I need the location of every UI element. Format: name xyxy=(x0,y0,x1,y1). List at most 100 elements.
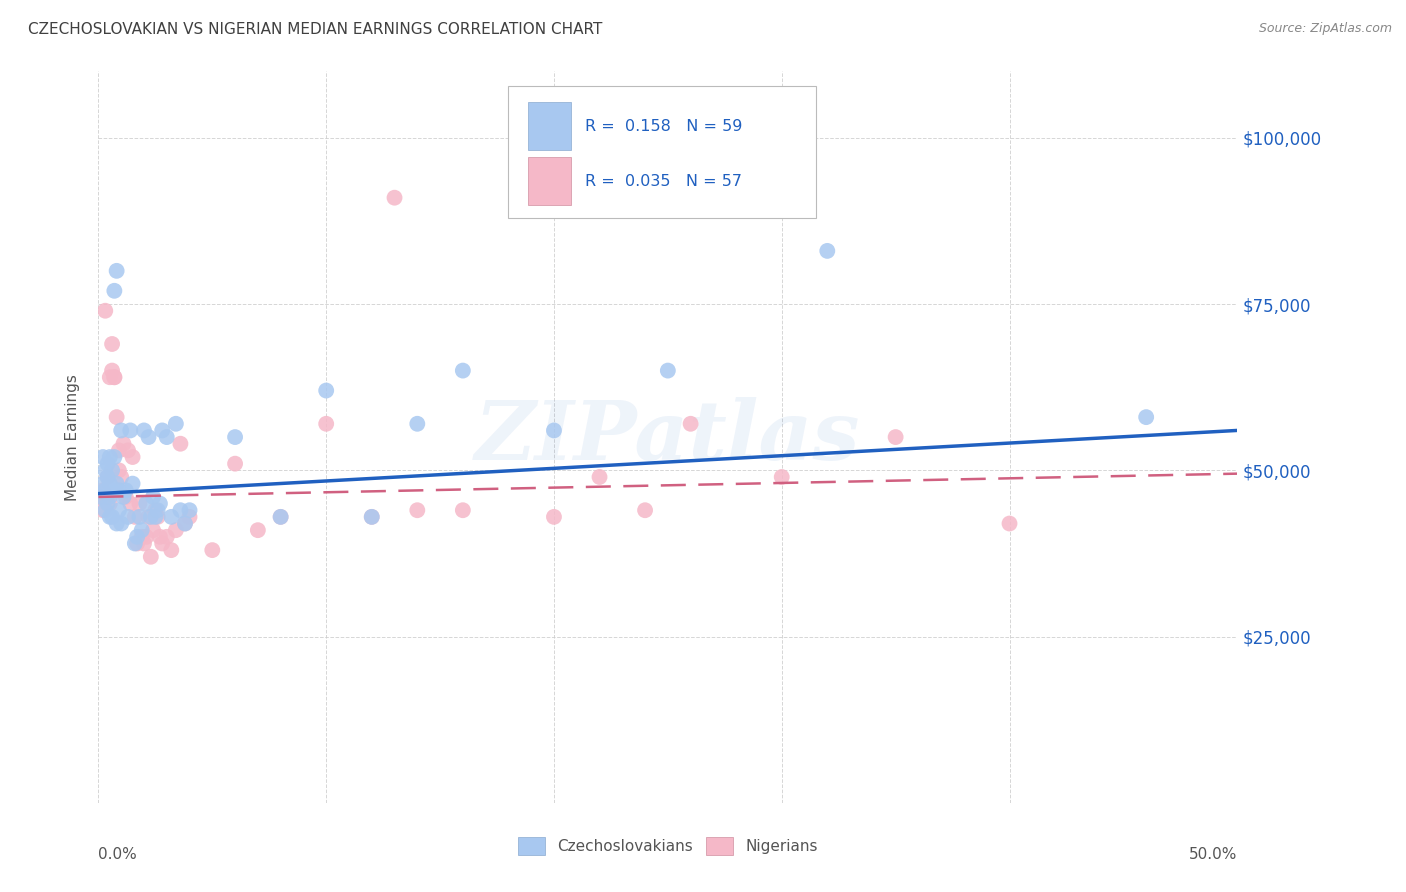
Point xyxy=(224,430,246,444)
Point xyxy=(146,503,169,517)
Point xyxy=(174,516,197,531)
Point xyxy=(96,470,118,484)
Point xyxy=(121,476,143,491)
Point xyxy=(120,424,142,438)
Point xyxy=(139,509,162,524)
Point xyxy=(679,417,702,431)
Point xyxy=(128,509,150,524)
Point xyxy=(179,509,201,524)
Text: Source: ZipAtlas.com: Source: ZipAtlas.com xyxy=(1258,22,1392,36)
Point xyxy=(543,424,565,438)
Point xyxy=(90,490,112,504)
Y-axis label: Median Earnings: Median Earnings xyxy=(65,374,80,500)
Point xyxy=(174,516,197,531)
FancyBboxPatch shape xyxy=(527,157,571,205)
Point xyxy=(94,490,117,504)
Point xyxy=(98,509,121,524)
Point xyxy=(94,303,117,318)
Point xyxy=(124,509,146,524)
Point xyxy=(108,443,131,458)
Point xyxy=(112,490,135,504)
Text: 50.0%: 50.0% xyxy=(1189,847,1237,862)
Point xyxy=(101,509,124,524)
Text: R =  0.158   N = 59: R = 0.158 N = 59 xyxy=(585,119,742,134)
Point xyxy=(657,363,679,377)
Point xyxy=(149,530,172,544)
Point xyxy=(142,523,165,537)
Point xyxy=(105,516,128,531)
Point xyxy=(138,509,160,524)
Point xyxy=(91,483,114,498)
Point xyxy=(90,490,112,504)
Point xyxy=(101,337,124,351)
Point xyxy=(117,443,139,458)
Point xyxy=(103,370,125,384)
Point xyxy=(103,370,125,384)
Point xyxy=(114,483,136,498)
Point xyxy=(160,509,183,524)
Point xyxy=(135,530,157,544)
Point xyxy=(98,476,121,491)
Point xyxy=(96,470,118,484)
Text: ZIPatlas: ZIPatlas xyxy=(475,397,860,477)
Point xyxy=(120,497,142,511)
Text: R =  0.035   N = 57: R = 0.035 N = 57 xyxy=(585,174,742,188)
Point xyxy=(127,530,149,544)
Point xyxy=(98,370,121,384)
Point xyxy=(91,476,114,491)
Point xyxy=(117,509,139,524)
Point xyxy=(132,424,155,438)
Point xyxy=(165,523,187,537)
Point xyxy=(105,410,128,425)
Point xyxy=(169,436,191,450)
Text: CZECHOSLOVAKIAN VS NIGERIAN MEDIAN EARNINGS CORRELATION CHART: CZECHOSLOVAKIAN VS NIGERIAN MEDIAN EARNI… xyxy=(28,22,603,37)
Point xyxy=(588,470,610,484)
Point xyxy=(131,530,153,544)
Point xyxy=(101,363,124,377)
Point xyxy=(201,543,224,558)
Point xyxy=(91,450,114,464)
Point xyxy=(139,549,162,564)
Point xyxy=(98,497,121,511)
Point xyxy=(406,503,429,517)
Point xyxy=(112,436,135,450)
Point xyxy=(179,503,201,517)
Point xyxy=(91,503,114,517)
Point xyxy=(131,523,153,537)
Point xyxy=(270,509,292,524)
Point xyxy=(98,490,121,504)
Legend: Czechoslovakians, Nigerians: Czechoslovakians, Nigerians xyxy=(512,831,824,861)
Point xyxy=(770,470,793,484)
Point xyxy=(96,490,118,504)
Point xyxy=(121,450,143,464)
Point xyxy=(406,417,429,431)
Point xyxy=(101,483,124,498)
Text: 0.0%: 0.0% xyxy=(98,847,138,862)
Point xyxy=(315,384,337,398)
Point xyxy=(94,463,117,477)
Point xyxy=(884,430,907,444)
Point xyxy=(156,430,179,444)
Point xyxy=(160,543,183,558)
Point xyxy=(110,470,132,484)
Point xyxy=(156,530,179,544)
Point xyxy=(108,463,131,477)
Point xyxy=(108,483,131,498)
FancyBboxPatch shape xyxy=(527,103,571,150)
Point xyxy=(135,497,157,511)
Point xyxy=(150,424,173,438)
Point xyxy=(101,463,124,477)
Point xyxy=(145,509,167,524)
Point xyxy=(103,450,125,464)
Point xyxy=(384,191,406,205)
Point xyxy=(103,284,125,298)
Point xyxy=(634,503,657,517)
Point xyxy=(1135,410,1157,425)
Point xyxy=(149,497,172,511)
Point xyxy=(165,417,187,431)
Point xyxy=(451,503,474,517)
Point xyxy=(451,363,474,377)
Point xyxy=(124,536,146,550)
Point xyxy=(246,523,269,537)
Point xyxy=(315,417,337,431)
